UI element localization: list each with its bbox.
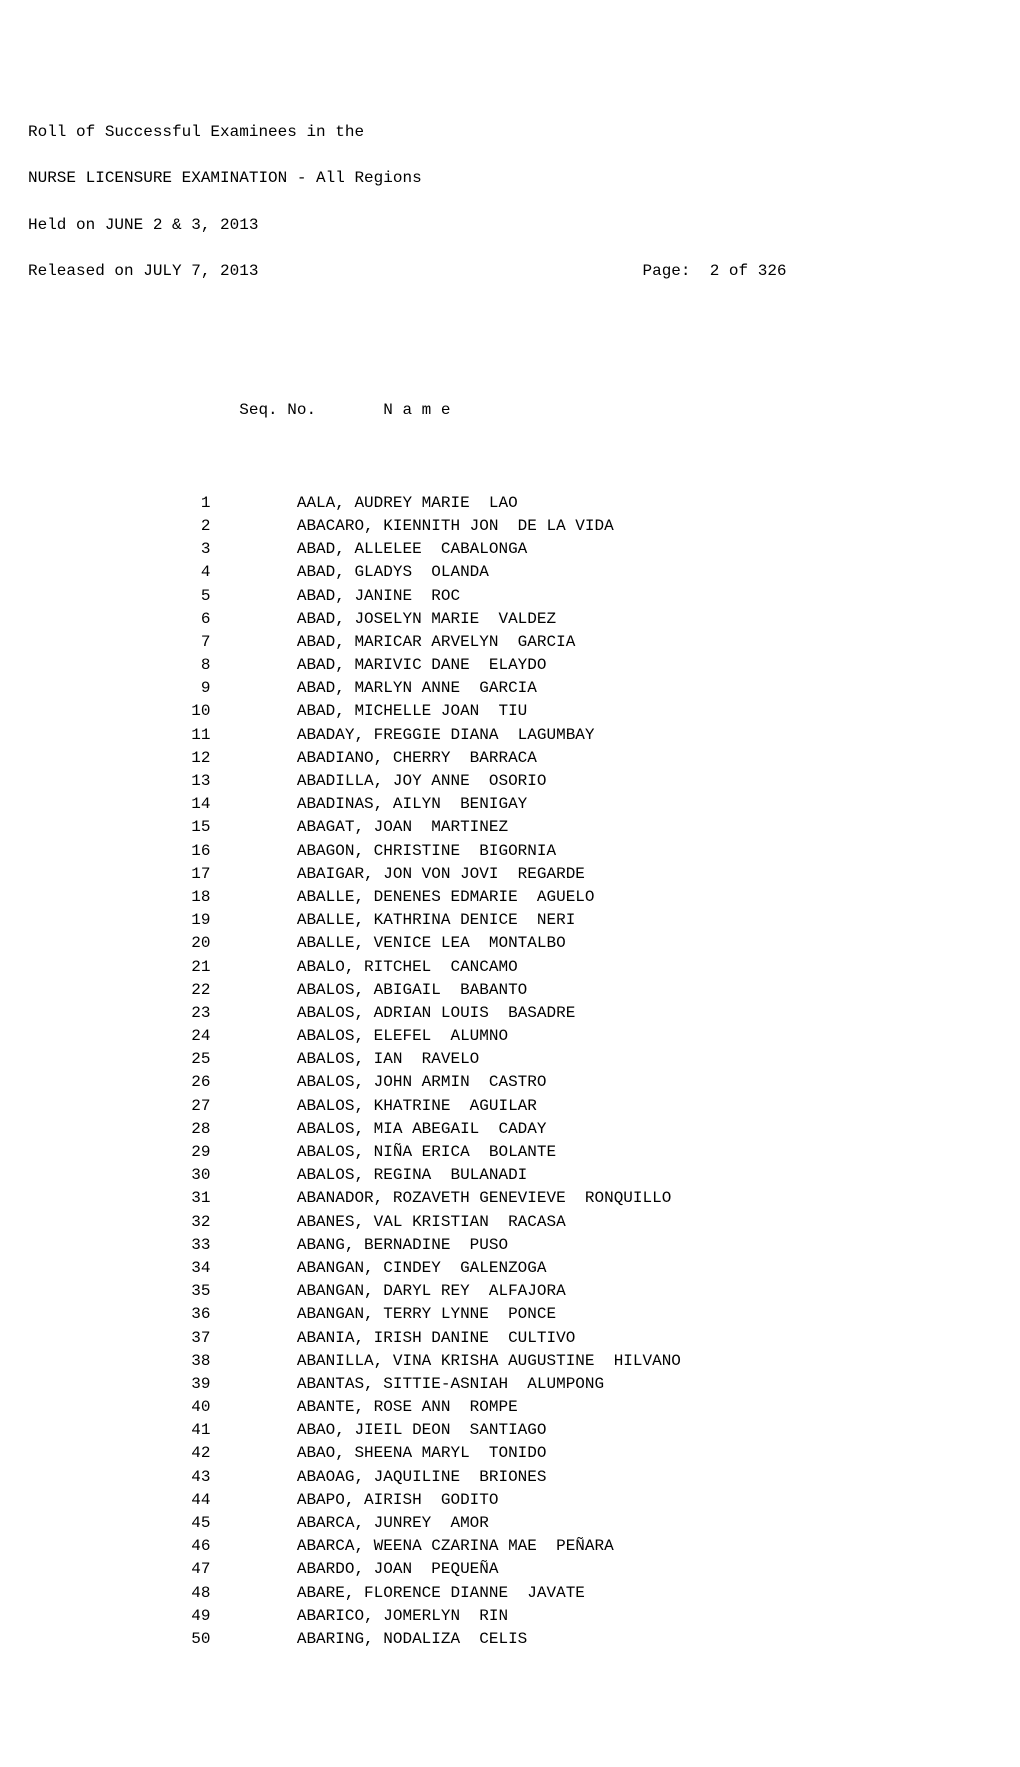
table-row: 15 ABAGAT, JOAN MARTINEZ — [28, 816, 1020, 839]
table-row: 39 ABANTAS, SITTIE-ASNIAH ALUMPONG — [28, 1373, 1020, 1396]
table-row: 6 ABAD, JOSELYN MARIE VALDEZ — [28, 608, 1020, 631]
table-row: 37 ABANIA, IRISH DANINE CULTIVO — [28, 1327, 1020, 1350]
table-row: 46 ABARCA, WEENA CZARINA MAE PEÑARA — [28, 1535, 1020, 1558]
table-row: 38 ABANILLA, VINA KRISHA AUGUSTINE HILVA… — [28, 1350, 1020, 1373]
table-row: 26 ABALOS, JOHN ARMIN CASTRO — [28, 1071, 1020, 1094]
table-row: 47 ABARDO, JOAN PEQUEÑA — [28, 1558, 1020, 1581]
table-row: 16 ABAGON, CHRISTINE BIGORNIA — [28, 840, 1020, 863]
table-row: 7 ABAD, MARICAR ARVELYN GARCIA — [28, 631, 1020, 654]
table-row: 36 ABANGAN, TERRY LYNNE PONCE — [28, 1303, 1020, 1326]
header-line-2: NURSE LICENSURE EXAMINATION - All Region… — [28, 167, 1020, 190]
table-row: 45 ABARCA, JUNREY AMOR — [28, 1512, 1020, 1535]
table-row: 34 ABANGAN, CINDEY GALENZOGA — [28, 1257, 1020, 1280]
table-row: 17 ABAIGAR, JON VON JOVI REGARDE — [28, 863, 1020, 886]
table-row: 25 ABALOS, IAN RAVELO — [28, 1048, 1020, 1071]
table-row: 4 ABAD, GLADYS OLANDA — [28, 561, 1020, 584]
column-header: Seq. No. N a m e — [28, 399, 1020, 422]
table-row: 50 ABARING, NODALIZA CELIS — [28, 1628, 1020, 1651]
table-row: 41 ABAO, JIEIL DEON SANTIAGO — [28, 1419, 1020, 1442]
table-row: 23 ABALOS, ADRIAN LOUIS BASADRE — [28, 1002, 1020, 1025]
table-row: 13 ABADILLA, JOY ANNE OSORIO — [28, 770, 1020, 793]
table-row: 3 ABAD, ALLELEE CABALONGA — [28, 538, 1020, 561]
table-row: 27 ABALOS, KHATRINE AGUILAR — [28, 1095, 1020, 1118]
table-row: 11 ABADAY, FREGGIE DIANA LAGUMBAY — [28, 724, 1020, 747]
blank-line — [28, 353, 1020, 376]
table-row: 48 ABARE, FLORENCE DIANNE JAVATE — [28, 1582, 1020, 1605]
examinee-list: 1 AALA, AUDREY MARIE LAO 2 ABACARO, KIEN… — [28, 492, 1020, 1651]
table-row: 8 ABAD, MARIVIC DANE ELAYDO — [28, 654, 1020, 677]
header-line-3: Held on JUNE 2 & 3, 2013 — [28, 214, 1020, 237]
table-row: 22 ABALOS, ABIGAIL BABANTO — [28, 979, 1020, 1002]
table-row: 40 ABANTE, ROSE ANN ROMPE — [28, 1396, 1020, 1419]
table-row: 35 ABANGAN, DARYL REY ALFAJORA — [28, 1280, 1020, 1303]
table-row: 9 ABAD, MARLYN ANNE GARCIA — [28, 677, 1020, 700]
table-row: 5 ABAD, JANINE ROC — [28, 585, 1020, 608]
header-line-4: Released on JULY 7, 2013 Page: 2 of 326 — [28, 260, 1020, 283]
table-row: 30 ABALOS, REGINA BULANADI — [28, 1164, 1020, 1187]
table-row: 33 ABANG, BERNADINE PUSO — [28, 1234, 1020, 1257]
table-row: 32 ABANES, VAL KRISTIAN RACASA — [28, 1211, 1020, 1234]
table-row: 20 ABALLE, VENICE LEA MONTALBO — [28, 932, 1020, 955]
table-row: 19 ABALLE, KATHRINA DENICE NERI — [28, 909, 1020, 932]
table-row: 28 ABALOS, MIA ABEGAIL CADAY — [28, 1118, 1020, 1141]
table-row: 43 ABAOAG, JAQUILINE BRIONES — [28, 1466, 1020, 1489]
table-row: 21 ABALO, RITCHEL CANCAMO — [28, 956, 1020, 979]
table-row: 14 ABADINAS, AILYN BENIGAY — [28, 793, 1020, 816]
table-row: 44 ABAPO, AIRISH GODITO — [28, 1489, 1020, 1512]
table-row: 42 ABAO, SHEENA MARYL TONIDO — [28, 1442, 1020, 1465]
table-row: 12 ABADIANO, CHERRY BARRACA — [28, 747, 1020, 770]
table-row: 2 ABACARO, KIENNITH JON DE LA VIDA — [28, 515, 1020, 538]
header-line-1: Roll of Successful Examinees in the — [28, 121, 1020, 144]
table-row: 29 ABALOS, NIÑA ERICA BOLANTE — [28, 1141, 1020, 1164]
table-row: 49 ABARICO, JOMERLYN RIN — [28, 1605, 1020, 1628]
table-row: 31 ABANADOR, ROZAVETH GENEVIEVE RONQUILL… — [28, 1187, 1020, 1210]
blank-line — [28, 306, 1020, 329]
table-row: 1 AALA, AUDREY MARIE LAO — [28, 492, 1020, 515]
table-row: 10 ABAD, MICHELLE JOAN TIU — [28, 700, 1020, 723]
blank-line — [28, 445, 1020, 468]
table-row: 24 ABALOS, ELEFEL ALUMNO — [28, 1025, 1020, 1048]
table-row: 18 ABALLE, DENENES EDMARIE AGUELO — [28, 886, 1020, 909]
